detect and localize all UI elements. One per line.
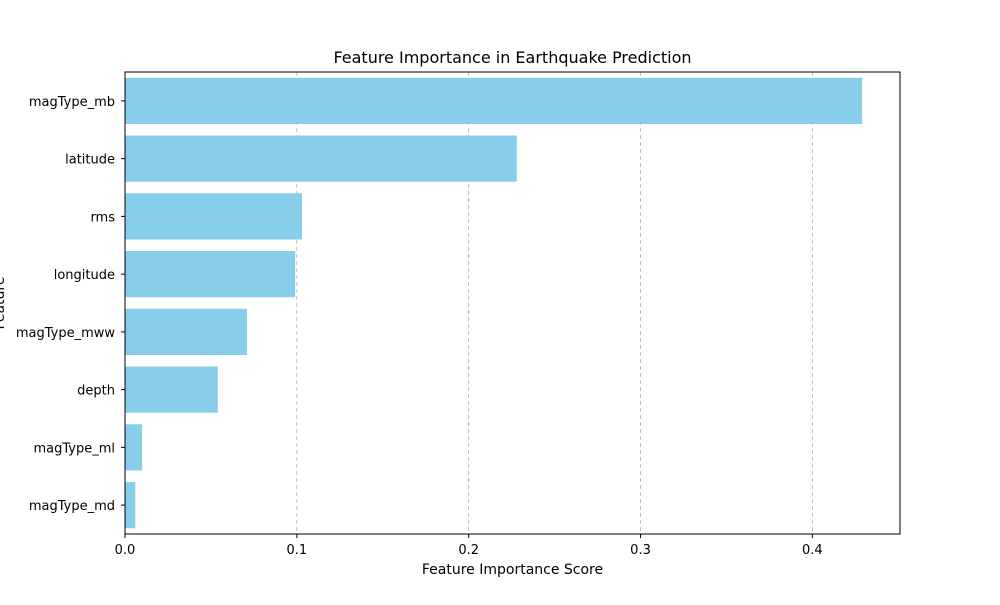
bars [125,77,863,529]
x-tick-label: 0.1 [286,543,307,558]
y-axis-label: Feature [0,277,8,330]
bar-latitude [125,135,517,182]
bar-magType_mww [125,308,248,355]
plot-frame [124,71,901,535]
bar-depth [125,366,218,413]
x-axis-label: Feature Importance Score [422,562,603,578]
y-tick-label: rms [90,210,115,225]
bar-magType_mb [125,77,863,124]
y-tick-label: latitude [65,153,115,168]
x-tick-label: 0.3 [630,543,651,558]
x-tick-label: 0.2 [458,543,479,558]
y-tick-label: depth [77,384,115,399]
y-axis-ticks: magType_mb latitude rms longitude magType_mw… [16,95,125,514]
y-tick-label: magType_ml [33,441,115,456]
y-tick-label: magType_mb [29,95,115,110]
x-tick-label: 0.4 [802,543,823,558]
y-tick-label: magType_md [29,499,115,514]
y-tick-label: magType_mww [16,326,116,341]
bar-magType_md [125,482,136,529]
bar-magType_ml [125,424,143,471]
y-tick-label: longitude [54,268,115,283]
bar-longitude [125,251,296,298]
x-tick-label: 0.0 [115,543,136,558]
x-axis-ticks: 0.0 0.1 0.2 0.3 0.4 [115,534,823,558]
bar-rms [125,193,302,240]
chart-title: Feature Importance in Earthquake Predict… [333,48,691,67]
